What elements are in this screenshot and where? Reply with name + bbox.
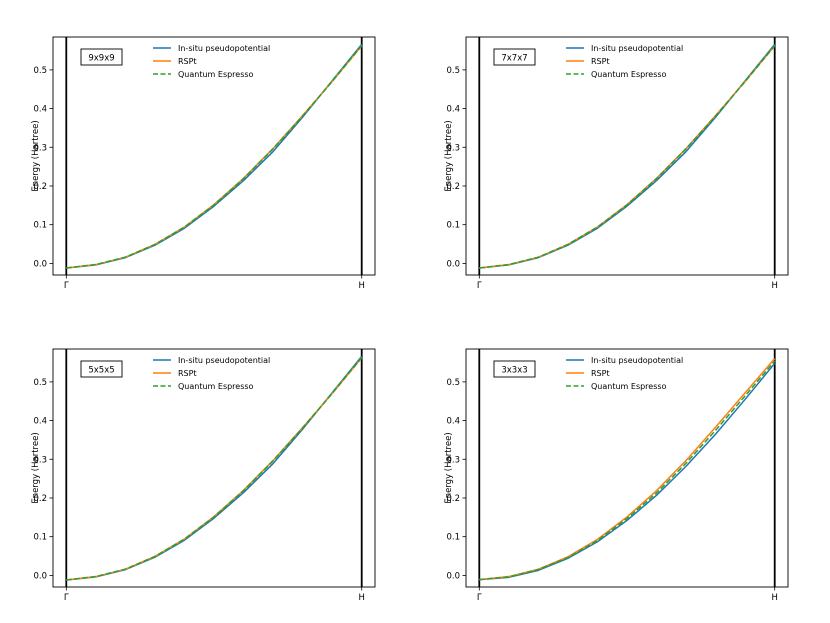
legend-label: In-situ pseudopotential — [591, 44, 683, 53]
legend-label: In-situ pseudopotential — [178, 44, 270, 53]
plot-frame — [465, 348, 789, 588]
y-tick-label: 0.1 — [446, 533, 460, 543]
y-axis-label: Energy (Hartree) — [444, 432, 454, 503]
legend-label: RSPt — [591, 369, 610, 378]
x-tick-label: Γ — [64, 593, 69, 603]
y-tick-label: 0.0 — [446, 259, 460, 269]
chart-panel: 0.0 0.1 0.2 0.3 0.4 0.5 Γ H Energy (Hartree) 3x3x… — [444, 348, 789, 603]
x-tick-label: Γ — [477, 281, 482, 291]
y-tick-label: 0.3 — [446, 455, 460, 465]
x-tick-label: H — [359, 593, 365, 603]
chart-panel: 0.0 0.1 0.2 0.3 0.4 0.5 Γ H Energy (Hartree) 7x7x… — [444, 36, 789, 291]
legend-label: In-situ pseudopotential — [178, 356, 270, 365]
series-line — [66, 45, 363, 269]
series-line — [479, 360, 776, 581]
y-tick-label: 0.5 — [33, 378, 47, 388]
y-axis-label: Energy (Hartree) — [31, 432, 41, 503]
y-tick-label: 0.4 — [33, 417, 47, 427]
kgrid-label-box — [80, 360, 123, 378]
legend-label: Quantum Espresso — [591, 382, 667, 391]
y-tick-label: 0.2 — [33, 494, 47, 504]
y-axis-label: Energy (Hartree) — [444, 120, 454, 191]
x-tick-label: Γ — [477, 593, 482, 603]
y-tick-label: 0.2 — [446, 182, 460, 192]
legend-label: Quantum Espresso — [591, 70, 667, 79]
kgrid-label-box — [493, 360, 536, 378]
y-tick-label: 0.5 — [446, 378, 460, 388]
kgrid-label-box — [80, 48, 123, 66]
y-tick-label: 0.0 — [33, 571, 47, 581]
y-tick-label: 0.0 — [446, 571, 460, 581]
y-tick-label: 0.3 — [33, 455, 47, 465]
legend-label: RSPt — [591, 57, 610, 66]
y-axis-label: Energy (Hartree) — [31, 120, 41, 191]
y-tick-label: 0.2 — [446, 494, 460, 504]
y-tick-label: 0.1 — [33, 221, 47, 231]
x-tick-label: H — [772, 281, 778, 291]
y-tick-label: 0.2 — [33, 182, 47, 192]
legend-label: Quantum Espresso — [178, 70, 254, 79]
x-tick-label: H — [772, 593, 778, 603]
kgrid-label: 3x3x3 — [501, 366, 527, 376]
kgrid-label: 7x7x7 — [501, 54, 527, 64]
series-line — [66, 357, 363, 581]
chart-panel: 0.0 0.1 0.2 0.3 0.4 0.5 Γ H Energy (Hartree) 9x9x… — [31, 36, 376, 291]
x-tick-label: Γ — [64, 281, 69, 291]
legend-label: In-situ pseudopotential — [591, 356, 683, 365]
y-tick-label: 0.4 — [33, 105, 47, 115]
plot-frame — [465, 36, 789, 276]
series-line — [479, 45, 776, 269]
y-tick-label: 0.1 — [33, 533, 47, 543]
plot-frame — [52, 348, 376, 588]
plot-frame — [52, 36, 376, 276]
y-tick-label: 0.4 — [446, 417, 460, 427]
x-tick-label: H — [359, 281, 365, 291]
chart-panel: 0.0 0.1 0.2 0.3 0.4 0.5 Γ H Energy (Hartree) 5x5x… — [31, 348, 376, 603]
y-tick-label: 0.4 — [446, 105, 460, 115]
y-tick-label: 0.1 — [446, 221, 460, 231]
kgrid-label-box — [493, 48, 536, 66]
y-tick-label: 0.5 — [446, 66, 460, 76]
kgrid-label: 5x5x5 — [88, 366, 114, 376]
y-tick-label: 0.3 — [33, 143, 47, 153]
legend-label: RSPt — [178, 369, 197, 378]
legend-label: RSPt — [178, 57, 197, 66]
kgrid-label: 9x9x9 — [88, 54, 114, 64]
y-tick-label: 0.5 — [33, 66, 47, 76]
legend-label: Quantum Espresso — [178, 382, 254, 391]
y-tick-label: 0.3 — [446, 143, 460, 153]
y-tick-label: 0.0 — [33, 259, 47, 269]
